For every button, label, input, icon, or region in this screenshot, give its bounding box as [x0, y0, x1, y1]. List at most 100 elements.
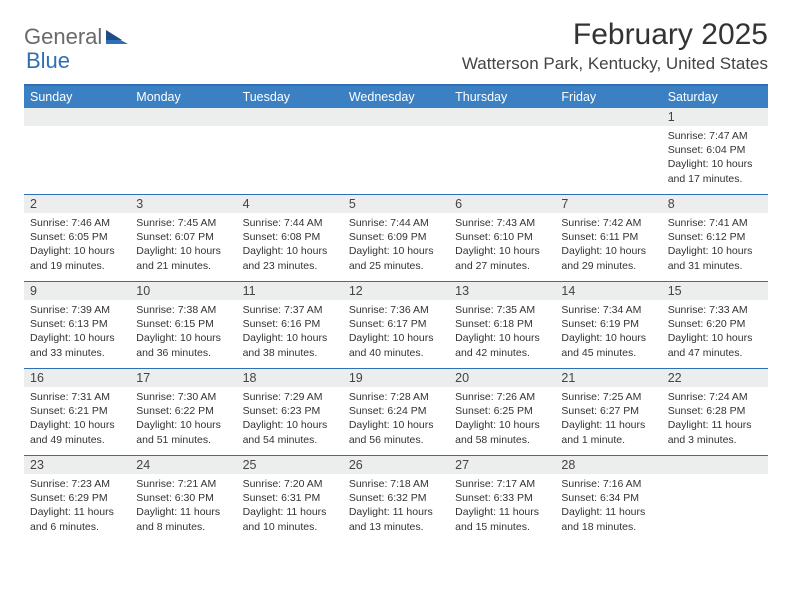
date-number: 14 — [555, 282, 661, 300]
date-number: 3 — [130, 195, 236, 213]
date-number — [343, 108, 449, 126]
week-block: 9101112131415Sunrise: 7:39 AMSunset: 6:1… — [24, 281, 768, 368]
sunrise-line: Sunrise: 7:43 AM — [455, 216, 549, 230]
sunset-line: Sunset: 6:21 PM — [30, 404, 124, 418]
date-number: 18 — [237, 369, 343, 387]
day-cell: Sunrise: 7:30 AMSunset: 6:22 PMDaylight:… — [130, 387, 236, 455]
day-cell: Sunrise: 7:45 AMSunset: 6:07 PMDaylight:… — [130, 213, 236, 281]
sunset-line: Sunset: 6:17 PM — [349, 317, 443, 331]
day-cell — [555, 126, 661, 194]
sunrise-line: Sunrise: 7:26 AM — [455, 390, 549, 404]
daylight-line: Daylight: 10 hours and 33 minutes. — [30, 331, 124, 359]
day-cell: Sunrise: 7:46 AMSunset: 6:05 PMDaylight:… — [24, 213, 130, 281]
week-block: 1Sunrise: 7:47 AMSunset: 6:04 PMDaylight… — [24, 108, 768, 194]
date-number: 23 — [24, 456, 130, 474]
date-number: 4 — [237, 195, 343, 213]
brand-logo: General — [24, 24, 134, 50]
sunrise-line: Sunrise: 7:38 AM — [136, 303, 230, 317]
date-number: 8 — [662, 195, 768, 213]
daylight-line: Daylight: 11 hours and 6 minutes. — [30, 505, 124, 533]
day-cell — [662, 474, 768, 542]
day-cell: Sunrise: 7:31 AMSunset: 6:21 PMDaylight:… — [24, 387, 130, 455]
sunrise-line: Sunrise: 7:44 AM — [243, 216, 337, 230]
daylight-line: Daylight: 10 hours and 17 minutes. — [668, 157, 762, 185]
brand-part1: General — [24, 24, 102, 50]
sunrise-line: Sunrise: 7:29 AM — [243, 390, 337, 404]
day-cell: Sunrise: 7:26 AMSunset: 6:25 PMDaylight:… — [449, 387, 555, 455]
date-number-row: 2345678 — [24, 195, 768, 213]
day-cell: Sunrise: 7:23 AMSunset: 6:29 PMDaylight:… — [24, 474, 130, 542]
sunrise-line: Sunrise: 7:46 AM — [30, 216, 124, 230]
sunrise-line: Sunrise: 7:23 AM — [30, 477, 124, 491]
date-number: 10 — [130, 282, 236, 300]
date-number — [130, 108, 236, 126]
date-number: 20 — [449, 369, 555, 387]
daylight-line: Daylight: 10 hours and 19 minutes. — [30, 244, 124, 272]
sunset-line: Sunset: 6:10 PM — [455, 230, 549, 244]
sunset-line: Sunset: 6:24 PM — [349, 404, 443, 418]
weekday-header: Sunday — [24, 86, 130, 108]
month-title: February 2025 — [462, 18, 768, 52]
sunset-line: Sunset: 6:09 PM — [349, 230, 443, 244]
sunrise-line: Sunrise: 7:20 AM — [243, 477, 337, 491]
sunrise-line: Sunrise: 7:24 AM — [668, 390, 762, 404]
sunrise-line: Sunrise: 7:45 AM — [136, 216, 230, 230]
brand-part2: Blue — [26, 48, 70, 74]
date-number: 26 — [343, 456, 449, 474]
date-number: 11 — [237, 282, 343, 300]
sunset-line: Sunset: 6:23 PM — [243, 404, 337, 418]
flag-icon — [106, 28, 132, 46]
sunset-line: Sunset: 6:07 PM — [136, 230, 230, 244]
sunrise-line: Sunrise: 7:41 AM — [668, 216, 762, 230]
day-cell: Sunrise: 7:24 AMSunset: 6:28 PMDaylight:… — [662, 387, 768, 455]
daylight-line: Daylight: 10 hours and 29 minutes. — [561, 244, 655, 272]
day-body-row: Sunrise: 7:46 AMSunset: 6:05 PMDaylight:… — [24, 213, 768, 281]
date-number: 19 — [343, 369, 449, 387]
sunset-line: Sunset: 6:25 PM — [455, 404, 549, 418]
calendar-page: General February 2025 Watterson Park, Ke… — [0, 0, 792, 560]
daylight-line: Daylight: 10 hours and 21 minutes. — [136, 244, 230, 272]
date-number — [555, 108, 661, 126]
sunset-line: Sunset: 6:16 PM — [243, 317, 337, 331]
daylight-line: Daylight: 10 hours and 42 minutes. — [455, 331, 549, 359]
day-cell — [130, 126, 236, 194]
day-cell: Sunrise: 7:18 AMSunset: 6:32 PMDaylight:… — [343, 474, 449, 542]
day-body-row: Sunrise: 7:39 AMSunset: 6:13 PMDaylight:… — [24, 300, 768, 368]
date-number: 27 — [449, 456, 555, 474]
day-cell: Sunrise: 7:36 AMSunset: 6:17 PMDaylight:… — [343, 300, 449, 368]
day-cell: Sunrise: 7:47 AMSunset: 6:04 PMDaylight:… — [662, 126, 768, 194]
sunrise-line: Sunrise: 7:30 AM — [136, 390, 230, 404]
weekday-header: Monday — [130, 86, 236, 108]
daylight-line: Daylight: 10 hours and 40 minutes. — [349, 331, 443, 359]
weekday-header: Thursday — [449, 86, 555, 108]
day-cell: Sunrise: 7:33 AMSunset: 6:20 PMDaylight:… — [662, 300, 768, 368]
sunrise-line: Sunrise: 7:35 AM — [455, 303, 549, 317]
daylight-line: Daylight: 11 hours and 10 minutes. — [243, 505, 337, 533]
sunset-line: Sunset: 6:28 PM — [668, 404, 762, 418]
date-number: 25 — [237, 456, 343, 474]
sunrise-line: Sunrise: 7:18 AM — [349, 477, 443, 491]
week-block: 2345678Sunrise: 7:46 AMSunset: 6:05 PMDa… — [24, 194, 768, 281]
daylight-line: Daylight: 11 hours and 3 minutes. — [668, 418, 762, 446]
weekday-header: Saturday — [662, 86, 768, 108]
daylight-line: Daylight: 10 hours and 54 minutes. — [243, 418, 337, 446]
day-cell: Sunrise: 7:44 AMSunset: 6:09 PMDaylight:… — [343, 213, 449, 281]
day-cell: Sunrise: 7:44 AMSunset: 6:08 PMDaylight:… — [237, 213, 343, 281]
sunset-line: Sunset: 6:32 PM — [349, 491, 443, 505]
week-block: 232425262728Sunrise: 7:23 AMSunset: 6:29… — [24, 455, 768, 542]
day-body-row: Sunrise: 7:31 AMSunset: 6:21 PMDaylight:… — [24, 387, 768, 455]
day-body-row: Sunrise: 7:23 AMSunset: 6:29 PMDaylight:… — [24, 474, 768, 542]
daylight-line: Daylight: 10 hours and 47 minutes. — [668, 331, 762, 359]
day-cell: Sunrise: 7:16 AMSunset: 6:34 PMDaylight:… — [555, 474, 661, 542]
sunset-line: Sunset: 6:12 PM — [668, 230, 762, 244]
date-number-row: 232425262728 — [24, 456, 768, 474]
day-body-row: Sunrise: 7:47 AMSunset: 6:04 PMDaylight:… — [24, 126, 768, 194]
date-number-row: 16171819202122 — [24, 369, 768, 387]
sunset-line: Sunset: 6:11 PM — [561, 230, 655, 244]
weekday-header: Wednesday — [343, 86, 449, 108]
sunset-line: Sunset: 6:30 PM — [136, 491, 230, 505]
day-cell: Sunrise: 7:41 AMSunset: 6:12 PMDaylight:… — [662, 213, 768, 281]
date-number: 28 — [555, 456, 661, 474]
date-number: 1 — [662, 108, 768, 126]
sunset-line: Sunset: 6:05 PM — [30, 230, 124, 244]
